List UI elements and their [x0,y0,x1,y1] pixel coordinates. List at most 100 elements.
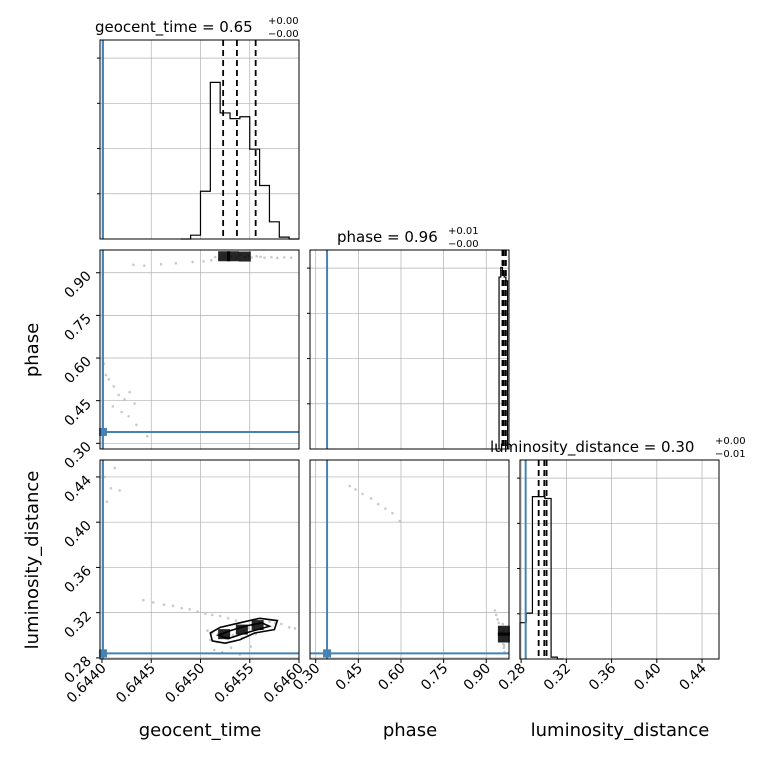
panel-phase-vs-geocent-time-point-16 [250,256,254,259]
panel-phase-vs-geocent-time-density-1 [226,251,239,262]
ylabel-luminosity-distance: luminosity_distance [22,471,43,650]
xlabel-geocent-time: geocent_time [139,720,262,741]
panel-phase-vs-geocent-time-truth-marker [98,427,107,436]
hist-phase-panel [307,249,510,450]
panel-phase-vs-geocent-time-point-6 [210,258,213,262]
panel-luminosity-distance-vs-phase [309,459,510,660]
panel-phase-vs-geocent-time-point-36 [111,405,115,408]
panel-phase-vs-geocent-time-point-29 [128,390,131,394]
panel-luminosity-distance-vs-geocent-time-point-17 [206,629,209,633]
ylabel-phase: phase [22,323,43,377]
panel-luminosity-distance-vs-geocent-time-point-14 [218,614,222,618]
xtick-label-phase-3: 0.75 [418,661,451,694]
panel-luminosity-distance-vs-phase-density-1 [497,632,510,643]
title-phase-plus: +0.01 [448,226,479,237]
ytick-label-phase-0: 0.30 [61,439,94,472]
panel-luminosity-distance-vs-geocent-time-point-22 [231,633,235,637]
xtick-label-geocent-time-1: 0.6445 [113,661,159,707]
panel-luminosity-distance-vs-geocent-time-contour-0 [209,617,279,644]
panel-luminosity-distance-vs-phase-point-17 [502,646,506,649]
panel-phase-vs-geocent-time-point-18 [259,255,262,259]
panel-luminosity-distance-vs-geocent-time-point-41 [229,646,233,649]
panel-luminosity-distance-vs-phase-point-23 [502,644,506,647]
hist-luminosity-distance-frame [519,459,720,660]
ytick-label-luminosity-distance-3: 0.40 [61,518,94,551]
xtick-label-luminosity-distance-4: 0.44 [677,660,710,693]
panel-luminosity-distance-vs-geocent-time [98,459,300,660]
panel-phase-vs-geocent-time-point-17 [255,254,258,258]
panel-phase-vs-geocent-time-point-33 [135,423,138,427]
panel-luminosity-distance-vs-phase-point-1 [354,488,357,491]
ytick-label-phase-1: 0.45 [61,396,94,429]
panel-luminosity-distance-vs-geocent-time-point-10 [188,607,191,611]
panel-phase-vs-geocent-time-point-19 [263,256,266,259]
ytick-label-luminosity-distance-4: 0.44 [61,472,94,505]
panel-phase-vs-geocent-time-point-3 [174,262,178,265]
panel-phase-vs-geocent-time-point-7 [213,255,217,259]
panel-phase-vs-geocent-time-point-22 [282,256,286,259]
panel-luminosity-distance-vs-geocent-time-point-15 [226,616,230,620]
panel-luminosity-distance-vs-geocent-time-density-1 [235,624,248,635]
panel-luminosity-distance-vs-phase-point-6 [391,511,394,515]
panel-luminosity-distance-vs-geocent-time-point-16 [234,619,238,622]
panel-luminosity-distance-vs-geocent-time-point-5 [142,598,145,602]
ytick-label-luminosity-distance-2: 0.36 [61,563,94,596]
panel-luminosity-distance-vs-phase-point-10 [496,618,499,621]
panel-phase-vs-geocent-time [98,249,300,450]
panel-phase-vs-geocent-time-point-25 [107,378,111,381]
title-phase-minus: −0.00 [448,239,479,250]
panel-luminosity-distance-vs-geocent-time-point-1 [109,486,113,490]
panel-luminosity-distance-vs-geocent-time-point-34 [209,638,212,642]
panel-luminosity-distance-vs-phase-point-19 [501,622,505,626]
panel-phase-vs-geocent-time-point-0 [132,263,135,267]
panel-luminosity-distance-vs-geocent-time-truth-marker [98,649,107,658]
panel-phase-vs-geocent-time-point-23 [289,256,293,259]
xtick-label-phase-4: 0.90 [461,661,494,694]
xtick-label-luminosity-distance-0: 0.28 [496,661,529,694]
panel-luminosity-distance-vs-phase-point-9 [494,613,498,617]
xtick-label-luminosity-distance-1: 0.32 [541,661,574,694]
title-phase: phase = 0.96 +0.01 −0.00 [337,226,479,250]
panel-luminosity-distance-vs-geocent-time-point-6 [151,601,155,604]
title-luminosity-distance-minus: −0.01 [715,449,746,460]
panel-luminosity-distance-vs-geocent-time-point-12 [204,612,207,616]
ytick-label-phase-4: 0.90 [61,268,94,301]
panel-luminosity-distance-vs-geocent-time-point-43 [249,645,253,648]
panel-phase-vs-geocent-time-point-24 [104,373,108,377]
title-luminosity-distance: luminosity_distance = 0.30 +0.00 −0.01 [490,436,746,460]
panel-phase-vs-geocent-time-frame [99,249,300,450]
title-geocent-time-text: geocent_time = 0.65 [95,18,253,37]
panel-luminosity-distance-vs-phase-point-0 [348,484,352,488]
panel-luminosity-distance-vs-phase-point-4 [376,502,380,506]
ytick-label-luminosity-distance-1: 0.32 [61,608,94,641]
panel-phase-vs-geocent-time-point-20 [270,255,273,259]
title-phase-text: phase = 0.96 [337,228,438,246]
xtick-label-phase-1: 0.45 [333,661,366,694]
hist-luminosity-distance-panel [517,459,720,660]
ytick-label-phase-2: 0.60 [61,354,94,387]
panel-phase-vs-geocent-time-point-21 [276,256,279,260]
panel-luminosity-distance-vs-geocent-time-point-33 [293,627,297,630]
panel-luminosity-distance-vs-geocent-time-point-25 [247,627,251,630]
panel-phase-vs-geocent-time-density-2 [238,251,251,262]
xlabel-luminosity-distance: luminosity_distance [531,720,710,741]
panel-luminosity-distance-vs-geocent-time-point-13 [211,613,214,617]
panel-luminosity-distance-vs-phase-point-8 [493,609,497,612]
panel-luminosity-distance-vs-phase-density-0 [497,625,510,636]
panel-luminosity-distance-vs-geocent-time-point-3 [118,489,122,492]
panel-luminosity-distance-vs-geocent-time-point-32 [287,626,291,629]
title-luminosity-distance-text: luminosity_distance = 0.30 [490,438,694,457]
hist-geocent-time-frame [99,39,300,240]
hist-geocent-time-panel [97,39,300,240]
panel-phase-vs-geocent-time-point-30 [133,402,136,405]
panel-phase-vs-geocent-time-point-32 [127,415,130,418]
panel-luminosity-distance-vs-geocent-time-point-31 [279,622,283,626]
panel-phase-vs-geocent-time-point-27 [117,393,121,397]
panel-phase-vs-geocent-time-point-4 [191,260,194,264]
hist-phase-frame [309,249,510,450]
panel-phase-vs-geocent-time-point-31 [120,410,123,414]
panel-luminosity-distance-vs-geocent-time-frame [99,459,300,660]
xtick-label-geocent-time-2: 0.6450 [162,661,208,707]
ytick-label-phase-3: 0.75 [61,311,94,344]
